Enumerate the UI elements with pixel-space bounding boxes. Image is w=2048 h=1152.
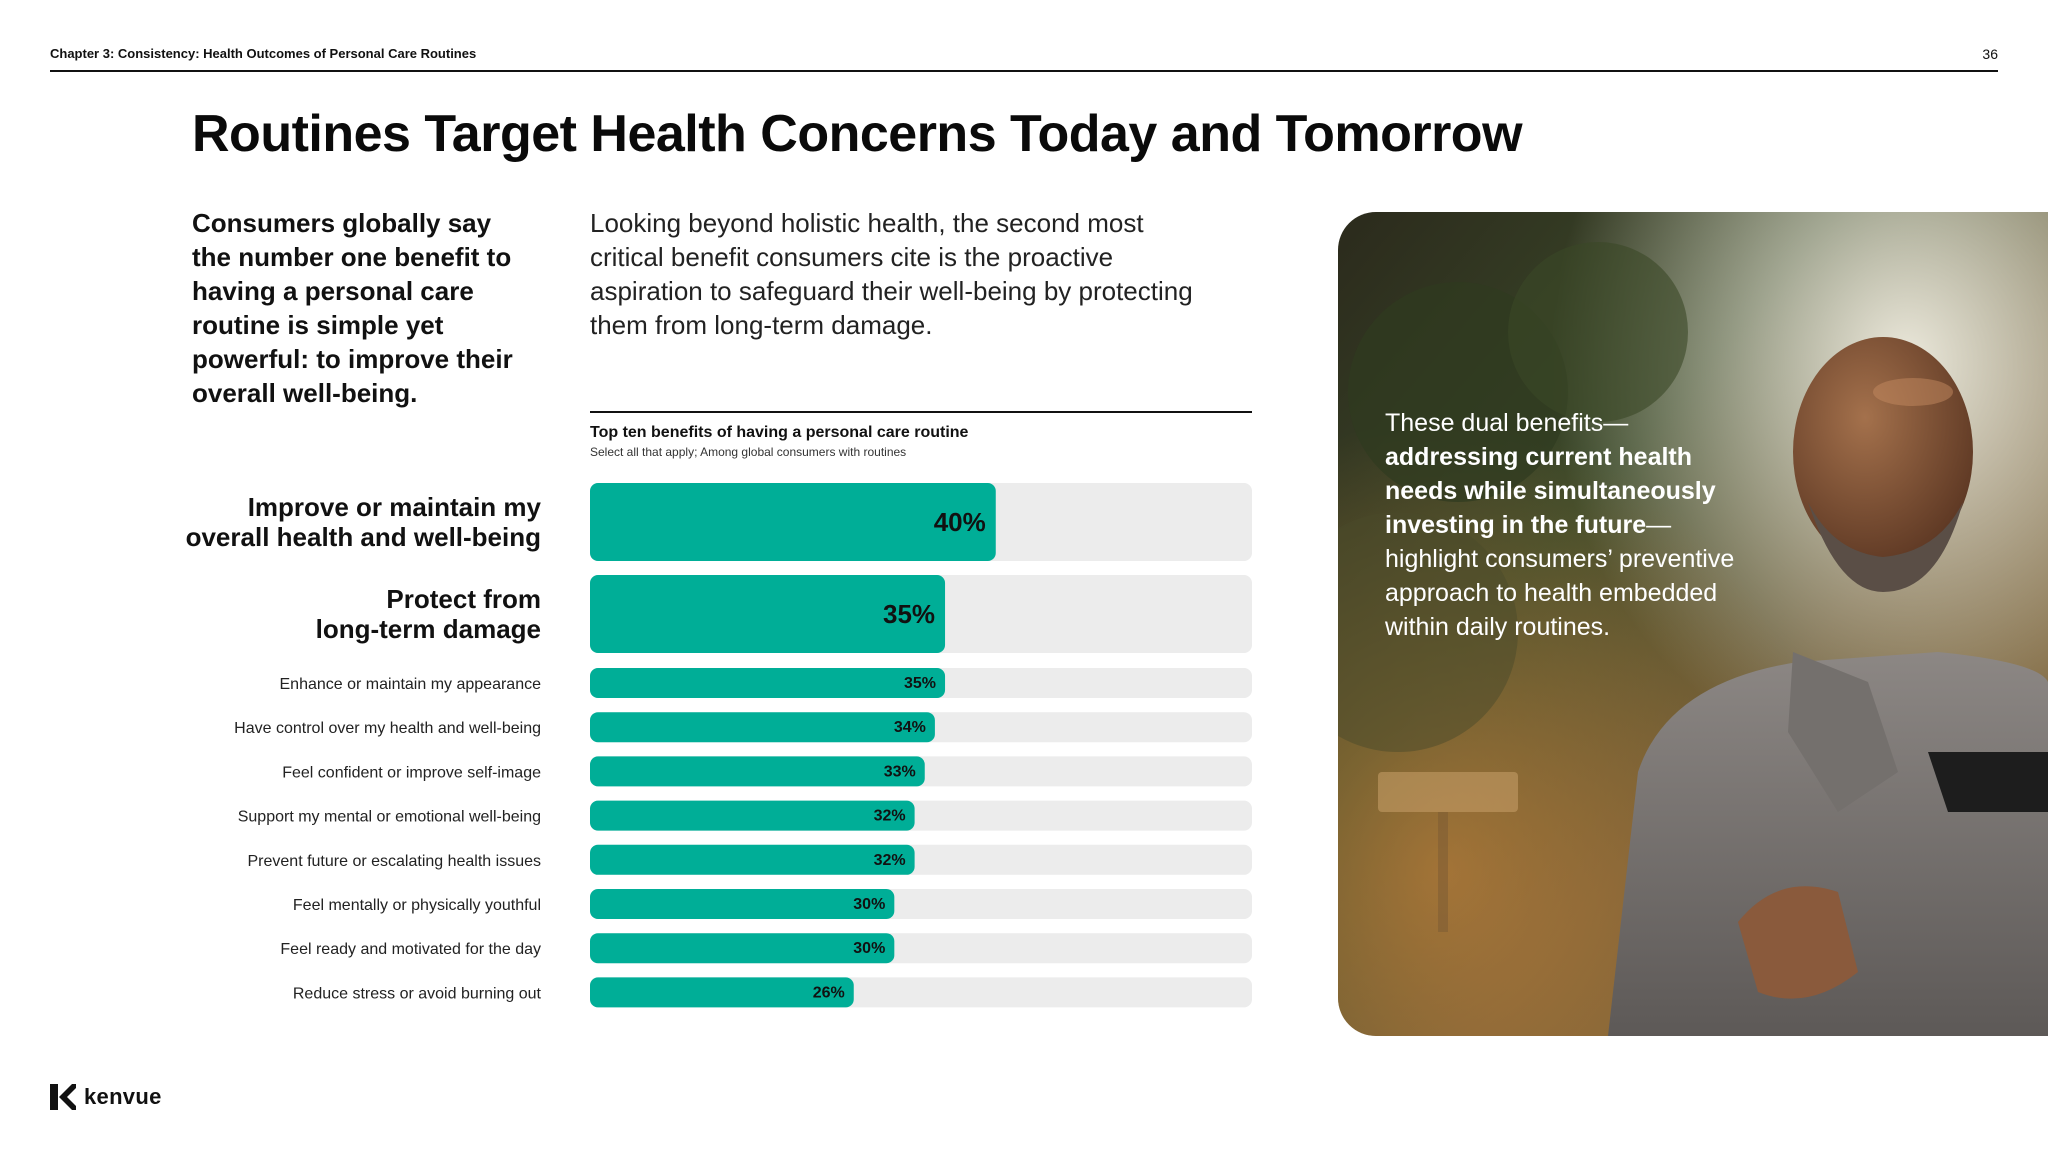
bar-2-category-label: Protect from long-term damage [316,584,541,644]
caption-intro: These dual benefits— [1385,409,1629,437]
bar-8-value-label: 30% [853,896,885,913]
bar-3-category-label: Enhance or maintain my appearance [280,676,542,693]
bar-10-value-label: 26% [813,984,845,1001]
logo-wordmark: kenvue [84,1084,162,1109]
bar-3-track [590,668,1252,698]
header-divider [50,70,1998,72]
bar-7-category-label: Prevent future or escalating health issu… [248,853,542,870]
bar-10-fill [590,977,854,1008]
bar-10-category-label: Reduce stress or avoid burning out [293,985,542,1002]
bar-2-fill [590,575,946,653]
bar-3-value-label: 35% [904,675,936,692]
bar-7-value-label: 32% [874,852,906,869]
bar-1-value-label: 40% [934,507,986,537]
bar-4-value-label: 34% [894,719,926,736]
intro-paragraph: Looking beyond holistic health, the seco… [590,208,1193,340]
chart-title: Top ten benefits of having a personal ca… [590,424,969,441]
bar-6-category-label: Support my mental or emotional well-bein… [238,809,541,826]
chart-divider [590,411,1252,413]
photo-caption: These dual benefits— addressing current h… [1385,406,1755,644]
caption-highlight: addressing current health needs while si… [1385,443,1716,539]
bar-7-fill [590,844,915,875]
bar-9-track [590,933,1252,964]
bar-8-fill [590,889,895,919]
page-title: Routines Target Health Concerns Today an… [192,105,1523,163]
bar-4-category-label: Have control over my health and well-bei… [234,720,541,737]
bar-6-fill [590,800,915,831]
bar-2-track [590,575,1252,653]
bar-6-track [590,800,1252,831]
bar-8-track [590,889,1252,919]
bar-5-track [590,756,1252,787]
bar-5-category-label: Feel confident or improve self-image [282,764,541,781]
page-number: 36 [1982,46,1998,62]
kenvue-mark-icon [50,1084,76,1110]
chapter-header: Chapter 3: Consistency: Health Outcomes … [50,46,477,61]
bar-1-track [590,483,1252,561]
bar-1-fill [590,483,996,561]
bar-5-value-label: 33% [884,763,916,780]
bar-9-category-label: Feel ready and motivated for the day [280,941,541,958]
lead-statement: Consumers globally say the number one be… [192,208,513,408]
bar-2-value-label: 35% [883,599,935,629]
bar-10-track [590,977,1252,1008]
bar-3-fill [590,668,946,698]
bar-9-fill [590,933,895,964]
runner-photo [1338,212,2048,1036]
bar-4-fill [590,712,935,743]
bar-9-value-label: 30% [853,940,885,957]
bar-7-track [590,844,1252,875]
bar-1-category-label: Improve or maintain my overall health and… [186,492,542,552]
chart-subtitle: Select all that apply; Among global cons… [590,445,907,459]
bar-5-fill [590,756,925,787]
caption-end: —highlight consumers’ preventive approac… [1385,511,1735,641]
bar-8-category-label: Feel mentally or physically youthful [293,897,541,914]
bar-4-track [590,712,1252,743]
bar-6-value-label: 32% [874,808,906,825]
kenvue-logo: kenvue [50,1084,162,1110]
